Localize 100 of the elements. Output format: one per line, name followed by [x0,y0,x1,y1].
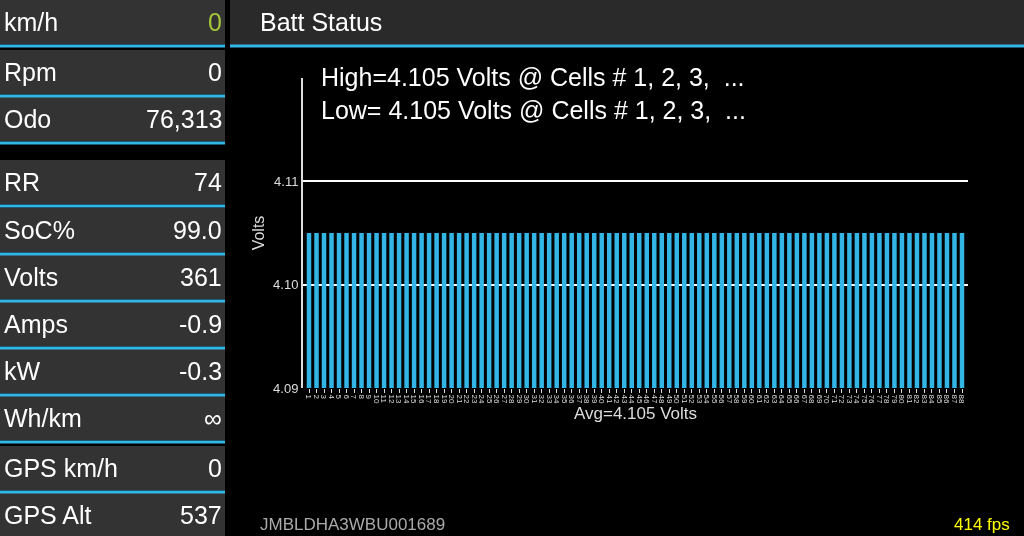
x-tick-label: 32 [537,394,547,405]
x-tick-label: 51 [679,394,689,405]
x-tick-label: 20 [447,394,457,405]
x-tick-label: 74 [852,394,862,405]
x-tick-label: 50 [672,394,682,405]
x-tick-label: 73 [844,394,854,405]
x-tick-label: 79 [889,394,899,405]
x-tick-label: 43 [619,394,629,405]
x-tick-label: 28 [507,394,517,405]
x-tick-label: 7 [349,394,359,400]
text: 76,313 [146,105,223,133]
x-tick-label: 82 [912,394,922,405]
x-tick-label: 29 [514,394,524,405]
text: SoC% [4,216,75,244]
x-tick-label: 27 [499,394,509,405]
x-tick-label: 15 [409,394,419,405]
x-tick-label: 31 [529,394,539,405]
x-tick-label: 86 [942,394,952,405]
text: 537 [180,501,222,529]
text: 0 [208,8,222,36]
x-tick-label: 42 [612,394,622,405]
text: 414 fps [954,515,1010,534]
x-tick-label: 17 [424,394,434,405]
x-tick-label: 76 [867,394,877,405]
x-tick-label: 23 [469,394,479,405]
x-tick-label: 33 [544,394,554,405]
x-tick-label: 37 [574,394,584,405]
x-tick-label: 30 [522,394,532,405]
x-tick-label: 80 [897,394,907,405]
text: kW [4,357,41,385]
x-tick-label: 45 [634,394,644,405]
x-tick-label: 60 [747,394,757,405]
y-tick-label: 4.11 [274,173,299,189]
text: km/h [4,8,59,36]
x-tick-label: 25 [484,394,494,405]
x-tick-label: 18 [432,394,441,405]
text: 99.0 [173,216,222,244]
text: ∞ [204,404,222,432]
x-tick-label: 47 [649,394,659,405]
x-tick-label: 48 [657,394,667,405]
y-axis-title: Volts [250,215,268,251]
x-tick-label: 2 [311,394,321,400]
x-tick-label: 9 [364,394,374,400]
x-tick-label: 6 [341,394,351,400]
x-tick-label: 61 [754,394,764,405]
x-tick-label: 16 [416,394,426,405]
x-tick-label: 77 [874,394,884,405]
text: 0 [208,58,222,86]
text: Wh/km [4,404,82,432]
x-tick-label: 4 [326,394,336,400]
x-tick-label: 38 [582,394,592,405]
x-tick-label: 8 [356,394,366,400]
text: 74 [194,168,222,196]
x-tick-label: 85 [934,394,944,405]
x-tick-label: 1 [304,394,314,400]
text: RR [4,168,41,196]
x-tick-label: 22 [462,394,472,405]
x-tick-label: 49 [664,394,674,405]
x-tick-label: 34 [552,394,562,405]
x-tick-label: 58 [732,394,742,405]
x-tick-label: 35 [559,394,569,405]
text: Odo [4,105,52,133]
y-tick-label: 4.10 [273,277,299,293]
text: -0.9 [179,310,223,338]
x-tick-label: 88 [957,394,967,405]
chart-title: High=4.105 Volts @ Cells # 1, 2, 3, ... Low= 4.105 Volts @ Cells # 1, 2, 3, ... [321,63,746,124]
x-tick-label: 14 [401,394,411,405]
x-tick-label: 39 [589,394,599,405]
text: -0.3 [179,357,223,385]
x-tick-label: 44 [627,394,637,405]
x-tick-label: 67 [799,394,809,405]
x-tick-label: 72 [837,394,847,405]
x-tick-label: 10 [371,394,381,405]
x-tick-label: 12 [386,394,396,405]
x-tick-label: 87 [949,394,959,405]
x-tick-label: 75 [859,394,869,405]
x-tick-label: 3 [319,394,329,400]
x-tick-label: 69 [814,394,824,405]
x-tick-label: 56 [717,394,727,405]
x-tick-label: 66 [792,394,802,405]
x-axis-title: Avg=4.105 Volts [573,404,698,424]
x-tick-label: 53 [694,394,704,405]
x-tick-label: 19 [439,394,449,405]
x-tick-label: 81 [904,394,914,405]
text: Volts [4,263,59,291]
x-tick-label: 40 [597,394,607,405]
x-tick-label: 41 [604,394,614,405]
x-tick-label: 54 [702,394,712,405]
text: 361 [180,263,222,291]
x-tick-label: 36 [567,394,577,405]
x-tick-label: 13 [394,394,404,405]
x-tick-label: 65 [784,394,794,405]
text: GPS km/h [4,454,118,482]
x-tick-label: 52 [687,394,697,405]
x-tick-label: 57 [724,394,734,405]
x-tick-label: 83 [919,394,929,405]
x-tick-label: 63 [769,394,779,405]
x-tick-label: 21 [454,394,464,405]
x-tick-label: 55 [709,394,719,405]
text: JMBLDHA3WBU001689 [260,515,446,534]
